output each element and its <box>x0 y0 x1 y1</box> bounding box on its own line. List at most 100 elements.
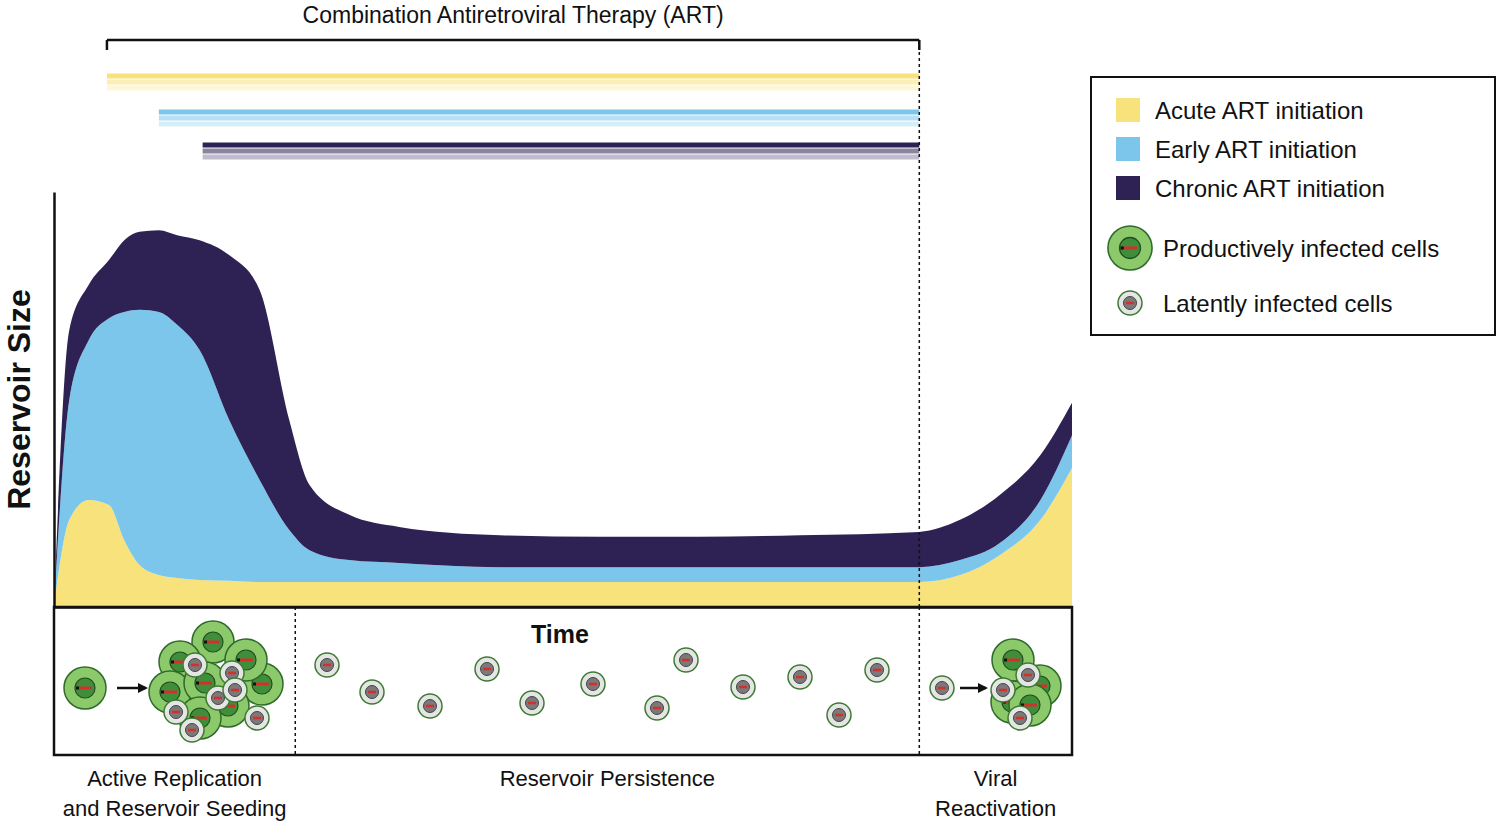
cell-body <box>992 639 1034 681</box>
art-bar <box>107 76 919 88</box>
cell-provirus <box>198 682 212 685</box>
cell-provirus <box>1024 674 1032 677</box>
cell-nucleus <box>1022 669 1035 682</box>
phase-label: and Reservoir Seeding <box>63 796 287 821</box>
latent-cell <box>930 676 954 700</box>
latent-cell <box>581 672 605 696</box>
phase-label: Viral <box>974 766 1018 791</box>
cell-nucleus <box>203 632 223 652</box>
cell-body <box>223 678 247 702</box>
cell-provirus <box>255 683 269 686</box>
latent-cell <box>315 653 339 677</box>
productive-cell <box>64 667 106 709</box>
art-label: Combination Antiretroviral Therapy (ART) <box>303 2 724 28</box>
latent-cell <box>1016 663 1040 687</box>
cell-nucleus <box>424 700 437 713</box>
latent-cell <box>731 675 755 699</box>
cell-nucleus <box>997 684 1010 697</box>
cell-provirus-end <box>1004 659 1007 662</box>
legend-label: Chronic ART initiation <box>1155 175 1385 202</box>
cell-provirus <box>214 697 222 700</box>
latent-cell <box>223 678 247 702</box>
cell-nucleus <box>75 678 95 698</box>
art-bar-line <box>203 155 920 160</box>
art-line <box>107 40 919 50</box>
cell-provirus <box>163 691 177 694</box>
cell-provirus <box>188 729 196 732</box>
cell-body <box>930 676 954 700</box>
cell-nucleus <box>229 684 242 697</box>
cell-nucleus <box>481 663 494 676</box>
phase-separator <box>919 607 921 755</box>
cell-provirus <box>231 689 239 692</box>
art-bar <box>203 145 920 157</box>
cell-body <box>225 639 267 681</box>
cell-body <box>360 680 384 704</box>
cell-nucleus <box>170 706 183 719</box>
art-bar-line <box>107 80 919 85</box>
cell-body <box>731 675 755 699</box>
legend-swatch <box>1116 176 1140 200</box>
cell-nucleus <box>587 678 600 691</box>
arrow <box>117 687 146 690</box>
latent-cell <box>645 696 669 720</box>
cell-provirus <box>999 689 1007 692</box>
art-bar-line <box>107 74 919 79</box>
cell-nucleus <box>680 654 693 667</box>
cell-body <box>827 703 851 727</box>
cell-provirus <box>528 702 536 705</box>
art-end-line <box>919 40 921 607</box>
cell-provirus-end <box>253 683 256 686</box>
cell-nucleus <box>936 682 949 695</box>
legend-swatch <box>1116 98 1140 122</box>
cell-body <box>520 691 544 715</box>
cell-body <box>788 665 812 689</box>
latent-cell <box>475 657 499 681</box>
cell-body <box>245 706 269 730</box>
cell-body <box>1118 291 1142 315</box>
cell-provirus <box>172 711 180 714</box>
cell-body <box>418 694 442 718</box>
legend-swatch <box>1116 137 1140 161</box>
cell-nucleus <box>794 671 807 684</box>
cell-body <box>865 658 889 682</box>
cell-body <box>645 696 669 720</box>
latent-cell <box>418 694 442 718</box>
cell-provirus <box>78 687 92 690</box>
cell-body <box>1008 706 1032 730</box>
cell-body <box>1108 226 1152 270</box>
phase-label: Reservoir Persistence <box>500 766 715 791</box>
latent-cell <box>1118 291 1142 315</box>
axis-line <box>53 193 56 608</box>
x-axis-title: Time <box>531 620 589 648</box>
productive-cell <box>225 639 267 681</box>
phase-label: Reactivation <box>935 796 1056 821</box>
cell-body <box>183 653 207 677</box>
cell-provirus-end <box>171 661 174 664</box>
art-bar <box>159 112 919 124</box>
latent-cell <box>245 706 269 730</box>
y-axis-title: Reservoir Size <box>1 289 37 510</box>
legend-label: Acute ART initiation <box>1155 97 1364 124</box>
cell-nucleus <box>186 724 199 737</box>
arrow <box>960 687 986 690</box>
cell-provirus <box>796 676 804 679</box>
cell-provirus-end <box>237 659 240 662</box>
cell-nucleus <box>1124 297 1137 310</box>
cell-nucleus <box>160 682 180 702</box>
art-bar-line <box>203 149 920 154</box>
cell-provirus-end <box>161 691 164 694</box>
cell-nucleus <box>651 702 664 715</box>
latent-cell <box>788 665 812 689</box>
illustrations <box>64 621 1061 742</box>
cell-nucleus <box>526 697 539 710</box>
cell-provirus <box>835 714 843 717</box>
cell-provirus <box>653 707 661 710</box>
art-bar-line <box>203 143 920 148</box>
cell-provirus <box>1123 246 1138 249</box>
latent-cell <box>520 691 544 715</box>
cell-nucleus <box>321 659 334 672</box>
cell-body <box>1016 663 1040 687</box>
productive-cell <box>992 639 1034 681</box>
cell-body <box>475 657 499 681</box>
